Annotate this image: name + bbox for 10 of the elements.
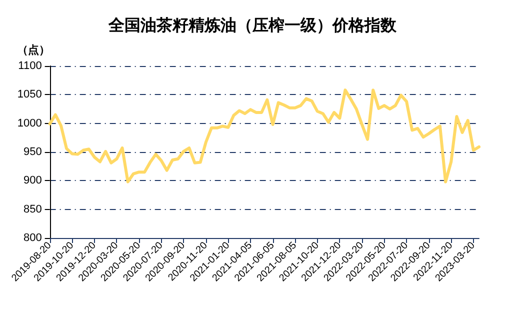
y-tick-label: 1000 [17,117,42,130]
y-tick-label: 850 [23,203,42,216]
chart-title: 全国油茶籽精炼油（压榨一级）价格指数 [108,16,398,34]
line-series [48,88,480,184]
y-tick-label: 800 [23,232,42,244]
y-tick-label: 1100 [18,60,42,72]
y-tick-label: 950 [23,146,42,158]
y-axis-title: （点） [16,44,50,56]
y-tick-label: 900 [23,174,42,187]
y-tick-label: 1050 [17,88,42,101]
